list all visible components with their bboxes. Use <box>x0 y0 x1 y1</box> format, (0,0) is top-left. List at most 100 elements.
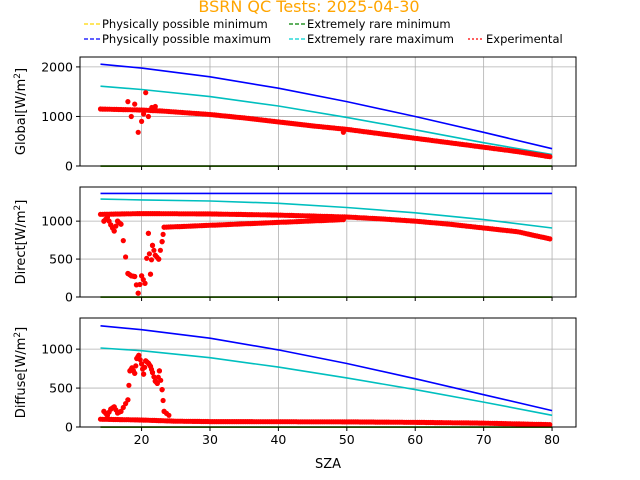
legend-label: Extremely rare maximum <box>307 32 454 46</box>
series-line <box>100 198 553 229</box>
experimental-point <box>157 247 163 253</box>
chart-panels: 010002000Global[W/m2]05001000Direct[W/m2… <box>13 56 577 447</box>
experimental-point <box>118 408 124 414</box>
experimental-point <box>146 251 152 257</box>
legend-label: Experimental <box>486 32 563 46</box>
experimental-point <box>159 239 165 245</box>
experimental-point <box>161 408 167 414</box>
legend-label: Extremely rare minimum <box>307 17 451 31</box>
experimental-point <box>158 377 164 383</box>
y-tick-label: 0 <box>65 290 73 305</box>
experimental-point <box>125 99 131 105</box>
experimental-point <box>104 412 110 418</box>
y-tick-label: 500 <box>49 381 73 396</box>
experimental-point <box>142 280 148 286</box>
experimental-point <box>125 397 131 403</box>
series-line <box>100 325 553 412</box>
experimental-point <box>120 404 126 411</box>
experimental-point <box>161 224 167 230</box>
chart-title: BSRN QC Tests: 2025-04-30 <box>198 0 419 16</box>
experimental-point <box>137 281 143 288</box>
experimental-point <box>135 129 141 135</box>
x-tick-label: 20 <box>134 432 150 447</box>
x-axis-label: SZA <box>315 457 341 472</box>
experimental-point <box>126 382 132 388</box>
panel-diffuse: 20 30 40 50 60 70 80 0 500 1000 Diffuse[W/m2] <box>13 317 577 447</box>
experimental-point <box>149 242 156 248</box>
experimental-point <box>159 387 165 393</box>
experimental-point <box>151 247 157 253</box>
experimental-point <box>151 374 157 380</box>
experimental-point <box>142 364 148 370</box>
legend-label: Physically possible maximum <box>102 32 271 46</box>
experimental-point <box>141 111 147 117</box>
experimental-point <box>147 271 154 277</box>
experimental-point <box>118 221 124 227</box>
series-line <box>100 85 553 156</box>
x-tick-label: 60 <box>407 432 423 447</box>
experimental-point <box>135 290 141 296</box>
experimental-point <box>152 252 158 258</box>
experimental-point <box>143 90 149 96</box>
experimental-point <box>101 218 107 224</box>
y-tick-label: 1000 <box>41 214 73 229</box>
x-tick-label: 30 <box>202 432 218 447</box>
axes-frame <box>79 317 577 428</box>
experimental-point <box>547 236 553 242</box>
plot-area <box>97 192 553 299</box>
series-line <box>100 63 553 150</box>
experimental-point <box>154 380 160 386</box>
experimental-point <box>340 129 346 135</box>
y-tick-label: 500 <box>49 252 73 267</box>
experimental-point <box>120 238 126 244</box>
experimental-point <box>547 422 553 428</box>
experimental-point <box>145 113 151 120</box>
y-tick-label: 0 <box>65 420 73 435</box>
x-tick-label: 50 <box>339 432 355 447</box>
experimental-point <box>101 408 107 414</box>
experimental-point <box>128 113 134 120</box>
experimental-point <box>111 228 117 234</box>
experimental-point <box>111 404 117 410</box>
experimental-point <box>132 273 138 280</box>
y-tick-label: 0 <box>65 159 73 174</box>
experimental-point <box>149 369 156 376</box>
experimental-point <box>139 118 145 124</box>
y-tick-label: 2000 <box>41 59 73 74</box>
experimental-point <box>160 231 166 237</box>
experimental-point <box>115 218 121 224</box>
experimental-point <box>166 412 172 418</box>
panel-global: 0 1000 2000 Global[W/m2] <box>13 56 577 174</box>
axes-frame <box>79 186 577 298</box>
panel-direct: 0 500 1000 Direct[W/m2] <box>13 186 577 305</box>
plot-area <box>97 63 553 167</box>
experimental-point <box>129 365 135 371</box>
experimental-point <box>132 370 138 376</box>
experimental-point <box>547 154 553 160</box>
experimental-point <box>113 223 119 229</box>
series-line <box>100 347 553 417</box>
experimental-point <box>132 101 138 107</box>
experimental-point <box>139 361 145 367</box>
y-tick-label: 1000 <box>41 342 73 357</box>
x-tick-label: 40 <box>270 432 286 447</box>
y-axis-label: Diffuse[W/m2] <box>13 327 29 418</box>
experimental-point <box>123 254 129 260</box>
legend-label: Physically possible minimum <box>102 17 268 31</box>
experimental-point <box>156 368 162 374</box>
experimental-point <box>147 363 154 369</box>
experimental-point <box>104 214 110 220</box>
experimental-point <box>152 103 158 110</box>
legend: Physically possible minimum Extremely rar… <box>84 17 563 46</box>
experimental-point <box>145 230 151 236</box>
y-axis-label: Direct[W/m2] <box>13 200 29 285</box>
experimental-point <box>141 371 147 377</box>
experimental-point <box>144 255 150 261</box>
experimental-point <box>156 256 162 262</box>
plot-area <box>97 325 553 429</box>
experimental-point <box>148 257 155 263</box>
experimental-point <box>160 397 166 404</box>
x-tick-label: 80 <box>544 432 560 447</box>
y-axis-label: Global[W/m2] <box>13 68 29 155</box>
